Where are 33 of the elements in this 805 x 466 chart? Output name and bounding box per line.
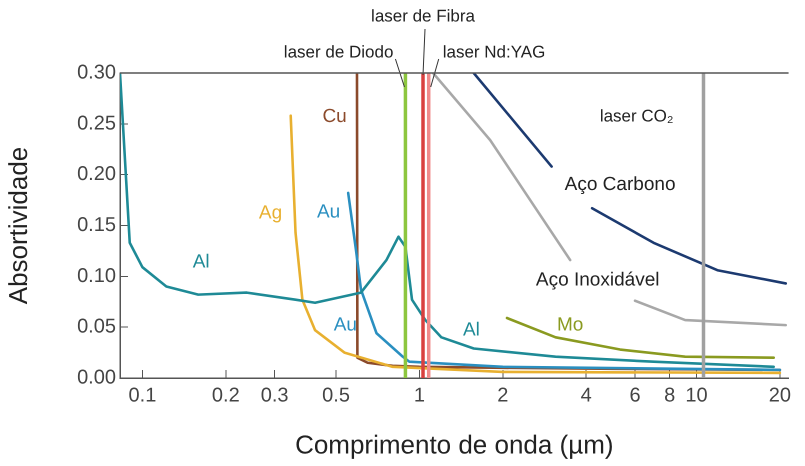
- x-tick-label: 8: [664, 384, 676, 407]
- text: Al: [192, 251, 210, 272]
- ref-line-label: laser de Diodo: [284, 42, 394, 62]
- series-label: Aço Inoxidável: [536, 270, 660, 291]
- x-axis-title: Comprimento de onda (µm): [295, 430, 614, 460]
- x-tick-label: 20: [768, 384, 791, 407]
- series-label: Mo: [556, 314, 584, 336]
- series-label: Ag: [258, 202, 282, 224]
- ref-line-label: laser de Fibra: [371, 6, 476, 26]
- series-label: Al: [462, 319, 480, 340]
- text: Au: [334, 314, 357, 336]
- x-tick-label: 6: [629, 384, 641, 407]
- ref-line-label: laser CO₂: [600, 106, 674, 126]
- y-tick-label: 0.30: [77, 62, 116, 84]
- y-tick-label: 0.00: [77, 366, 116, 389]
- x-tick-label: 0.2: [212, 384, 240, 407]
- series-label: Cu: [322, 106, 347, 127]
- x-tick-label: 4: [580, 384, 592, 407]
- y-axis-title: Absortividade: [2, 146, 33, 304]
- y-tick-label: 0.25: [77, 112, 116, 134]
- x-tick-label: 1: [414, 384, 426, 407]
- series-label: Aço Carbono: [564, 174, 676, 196]
- series-label: Au: [316, 202, 340, 223]
- x-tick-label: 2: [497, 384, 508, 407]
- ref-line-label: laser Nd:YAG: [442, 42, 546, 62]
- x-tick-label: 10: [685, 384, 708, 407]
- x-tick-label: 0.1: [128, 384, 156, 407]
- y-tick-label: 0.10: [77, 264, 116, 287]
- x-tick-label: 0.5: [322, 384, 350, 407]
- y-tick-label: 0.15: [77, 214, 116, 236]
- x-tick-label: 0.3: [260, 384, 288, 407]
- y-tick-label: 0.05: [77, 316, 116, 338]
- y-tick-label: 0.20: [77, 163, 116, 186]
